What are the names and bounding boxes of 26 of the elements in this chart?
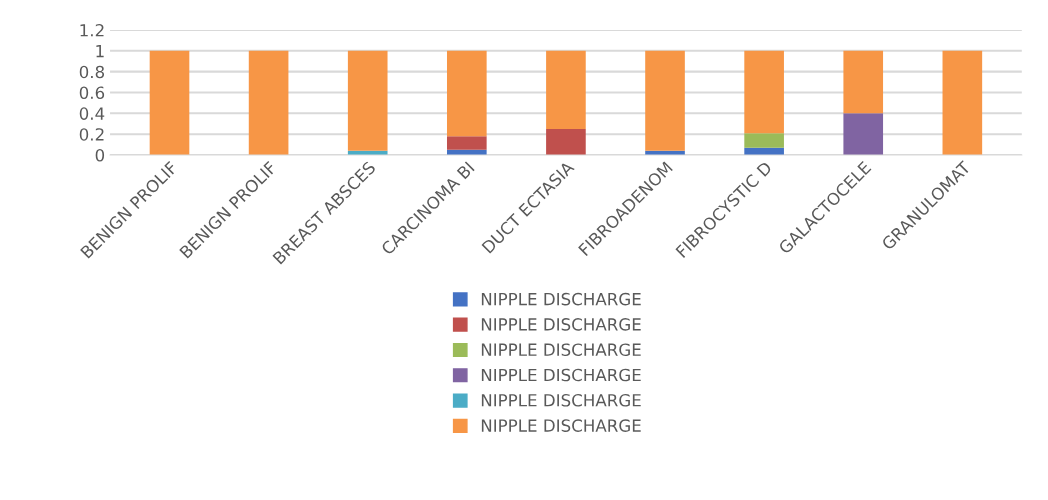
bar [744,133,784,148]
bar [347,50,388,151]
bar [546,128,586,155]
y-tick-label: 0.4 [79,107,105,120]
bar [149,50,190,155]
legend-label: NIPPLE DISCHARGE [481,343,641,356]
y-tick-label: 0.8 [79,65,105,79]
legend-label: NIPPLE DISCHARGE [481,393,641,407]
bar [446,50,487,137]
y-tick-label: 1.2 [80,23,104,37]
y-tick-label: 0 [95,148,105,162]
y-tick-label: 1 [96,45,104,58]
legend-label: NIPPLE DISCHARGE [481,368,641,382]
y-tick-label: 0.2 [79,128,104,141]
y-tick-label: 0.6 [79,86,105,100]
legend-label: NIPPLE DISCHARGE [481,292,641,306]
bar [843,113,884,155]
bar [446,136,487,150]
legend-label: NIPPLE DISCHARGE [481,419,641,432]
bar [645,50,685,151]
bar [248,50,289,155]
bar [744,50,784,134]
legend-label: NIPPLE DISCHARGE [481,318,641,331]
bar [546,50,586,129]
bar [843,50,884,114]
bar [942,50,983,155]
